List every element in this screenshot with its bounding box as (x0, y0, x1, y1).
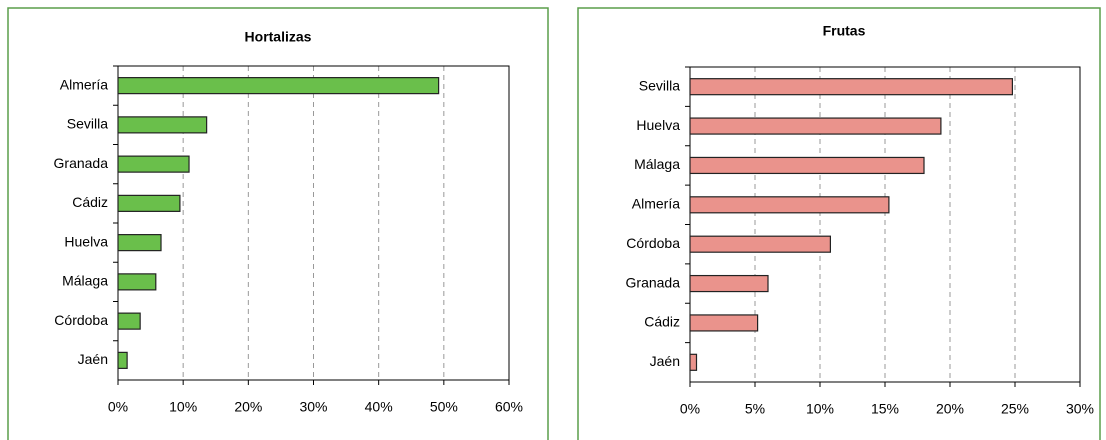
x-tick-label: 60% (495, 399, 523, 415)
x-tick-label: 30% (299, 399, 327, 415)
chart-title: Hortalizas (245, 29, 312, 45)
y-tick-label: Cádiz (644, 314, 680, 330)
x-tick-label: 50% (430, 399, 458, 415)
y-tick-label: Almería (632, 196, 680, 212)
chart-title: Frutas (823, 23, 866, 39)
x-tick-label: 30% (1066, 401, 1094, 417)
y-tick-label: Granada (626, 274, 681, 290)
x-tick-label: 10% (806, 401, 834, 417)
y-tick-label: Huelva (636, 117, 680, 133)
bar (117, 273, 157, 291)
bar (689, 196, 890, 214)
bar (117, 116, 208, 134)
y-tick-label: Almería (60, 76, 108, 92)
bar (689, 353, 698, 371)
x-tick-label: 10% (169, 399, 197, 415)
bar (689, 117, 942, 135)
bar (117, 234, 162, 252)
x-tick-label: 0% (680, 401, 700, 417)
chart-frame (7, 7, 549, 440)
x-tick-label: 15% (871, 401, 899, 417)
y-tick-label: Málaga (634, 156, 680, 172)
x-tick-label: 5% (745, 401, 765, 417)
bar (689, 156, 925, 175)
y-tick-label: Málaga (62, 273, 108, 289)
y-tick-label: Jaén (650, 353, 680, 369)
bar (689, 78, 1013, 96)
bar (117, 351, 128, 369)
x-tick-label: 25% (1001, 401, 1029, 417)
bar (117, 194, 181, 212)
chart-frame (577, 7, 1101, 440)
y-tick-label: Huelva (64, 233, 108, 249)
x-tick-label: 40% (365, 399, 393, 415)
x-tick-label: 20% (936, 401, 964, 417)
y-tick-label: Córdoba (54, 312, 108, 328)
bar (689, 314, 759, 332)
bar (117, 77, 440, 95)
x-tick-label: 0% (108, 399, 128, 415)
bar (689, 274, 769, 293)
y-tick-label: Cádiz (72, 194, 108, 210)
bar (117, 155, 190, 173)
y-tick-label: Sevilla (67, 116, 108, 132)
y-tick-label: Sevilla (639, 77, 680, 93)
x-tick-label: 20% (234, 399, 262, 415)
bar (117, 312, 141, 330)
y-tick-label: Jaén (78, 351, 108, 367)
y-tick-label: Granada (54, 155, 109, 171)
y-tick-label: Córdoba (626, 235, 680, 251)
bar (689, 235, 831, 253)
